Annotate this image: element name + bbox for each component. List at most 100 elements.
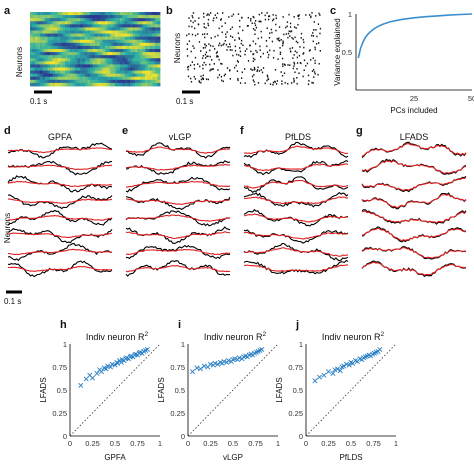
heatmap-cell: [92, 45, 96, 50]
heatmap-cell: [125, 18, 128, 22]
heatmap-cell: [80, 52, 83, 56]
heatmap-cell: [62, 55, 66, 59]
heatmap-cell: [47, 15, 51, 19]
spike-mark: [252, 60, 254, 63]
spike-mark: [197, 33, 199, 35]
spike-mark: [264, 14, 266, 17]
heatmap-cell: [70, 12, 73, 16]
scatter-point: [198, 366, 204, 372]
heatmap-cell: [152, 73, 156, 78]
heatmap-cell: [45, 39, 48, 44]
heatmap-cell: [92, 15, 96, 19]
spike-mark: [237, 13, 240, 15]
heatmap-cell: [42, 27, 46, 31]
heatmap-cell: [52, 67, 56, 71]
heatmap-cell: [135, 49, 138, 53]
heatmap-cell: [52, 82, 56, 87]
spike-mark: [212, 19, 214, 22]
spike-mark: [247, 24, 249, 27]
spike-mark: [224, 22, 226, 24]
heatmap-cell: [85, 79, 88, 84]
spike-mark: [266, 27, 268, 30]
spike-mark: [197, 23, 200, 26]
heatmap-cell: [157, 79, 161, 84]
spike-mark: [229, 78, 232, 80]
heatmap-cell: [110, 49, 113, 53]
heatmap-cell: [42, 58, 46, 62]
heatmap-cell: [55, 27, 58, 31]
heatmap-cell: [35, 21, 38, 25]
scatter-point: [144, 347, 150, 353]
spike-mark: [238, 38, 241, 40]
heatmap-cell: [67, 64, 71, 68]
spike-mark: [314, 62, 316, 64]
heatmap-cell: [110, 76, 113, 81]
heatmap-cell: [137, 82, 141, 87]
heatmap-cell: [80, 58, 83, 62]
spike-mark: [188, 25, 190, 28]
heatmap-cell: [140, 36, 143, 41]
model-trace: [125, 248, 231, 256]
spike-mark: [194, 20, 196, 22]
scatter-point: [225, 358, 232, 364]
scatter-point: [78, 382, 84, 388]
spike-mark: [257, 37, 259, 40]
spike-mark: [266, 12, 268, 14]
heatmap-cell: [130, 82, 133, 87]
spike-mark: [296, 67, 298, 70]
heatmap-cell: [52, 61, 56, 65]
heatmap-cell: [157, 58, 161, 62]
spike-mark: [193, 64, 195, 66]
scatter-ytick: 0: [63, 432, 67, 441]
spike-mark: [191, 25, 193, 28]
spike-mark: [297, 23, 299, 26]
heatmap-cell: [142, 12, 146, 16]
model-trace: [243, 264, 349, 272]
heatmap-cell: [80, 15, 83, 19]
spike-mark: [221, 63, 223, 65]
heatmap-cell: [100, 15, 103, 19]
heatmap-cell: [92, 18, 96, 22]
heatmap-cell: [120, 76, 123, 81]
heatmap-cell: [130, 67, 133, 71]
heatmap-cell: [135, 30, 138, 34]
heatmap-cell: [90, 82, 93, 87]
heatmap-cell: [137, 30, 141, 34]
heatmap-cell: [87, 49, 91, 53]
spike-mark: [228, 16, 230, 18]
spike-mark: [216, 12, 219, 15]
heatmap-cell: [122, 76, 126, 81]
heatmap-cell: [82, 70, 86, 75]
heatmap-cell: [97, 27, 101, 31]
heatmap-cell: [147, 76, 151, 81]
heatmap-cell: [65, 64, 68, 68]
spike-mark: [287, 82, 289, 85]
heatmap-cell: [72, 61, 76, 65]
heatmap-cell: [82, 45, 86, 50]
heatmap-cell: [82, 58, 86, 62]
heatmap-cell: [102, 76, 106, 81]
heatmap-cell: [85, 42, 88, 47]
spike-mark: [236, 70, 239, 72]
spike-mark: [296, 82, 298, 85]
heatmap-cell: [72, 49, 76, 53]
spike-mark: [239, 25, 241, 28]
heatmap-cell: [60, 18, 63, 22]
heatmap-cell: [45, 49, 48, 53]
heatmap-cell: [60, 27, 63, 31]
heatmap-cell: [65, 61, 68, 65]
spike-mark: [260, 36, 263, 39]
heatmap-cell: [62, 58, 66, 62]
heatmap-cell: [135, 42, 138, 47]
spike-mark: [264, 82, 266, 85]
heatmap-cell: [150, 79, 153, 84]
heatmap-cell: [42, 18, 46, 22]
model-trace: [7, 232, 113, 239]
spike-mark: [258, 70, 261, 72]
scatter-ytick: 1: [181, 340, 185, 349]
heatmap-cell: [32, 36, 36, 41]
heatmap-cell: [92, 52, 96, 56]
heatmap-cell: [40, 70, 43, 75]
heatmap-cell: [55, 73, 58, 78]
heatmap-cell: [112, 24, 116, 28]
